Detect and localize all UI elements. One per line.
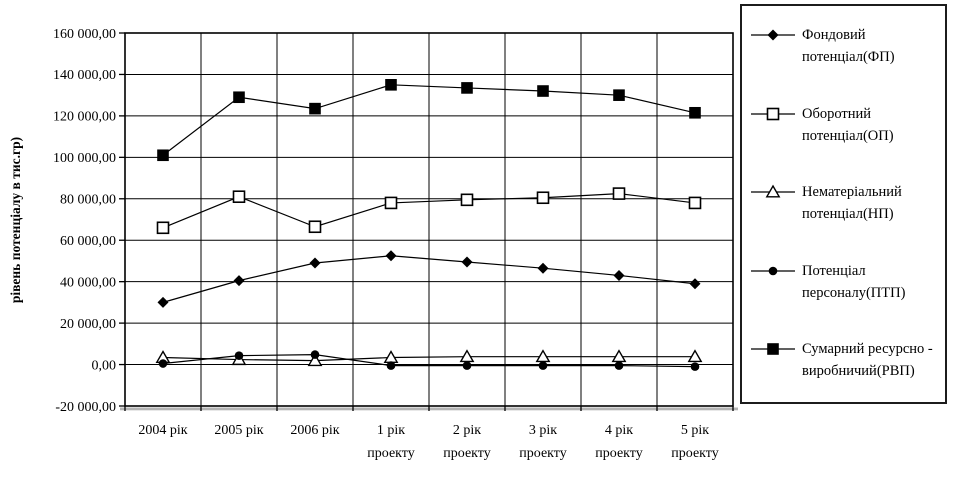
legend-label-line: Нематеріальний xyxy=(802,184,902,200)
series-fp xyxy=(157,250,701,308)
series-rvp xyxy=(157,79,701,162)
legend-entry-fp: Фондовий потенціал(ФП) xyxy=(751,24,895,68)
open-square-marker-icon xyxy=(460,193,474,207)
legend-marker-diamond-filled-icon xyxy=(751,29,795,41)
series-rvp-line xyxy=(162,84,696,156)
filled-square-marker-icon xyxy=(233,91,245,104)
circle-marker-icon xyxy=(386,361,396,370)
legend-marker-square-open-icon xyxy=(751,107,795,120)
legend-marker-triangle-open-icon xyxy=(751,184,795,198)
open-square-marker-icon xyxy=(308,220,322,234)
legend-label-line: Сумарний ресурсно - xyxy=(802,341,933,357)
x-tick-label: 5 рік xyxy=(681,423,709,438)
legend-label-line: виробничий(РВП) xyxy=(802,363,915,379)
filled-square-marker-icon xyxy=(461,82,473,94)
x-tick-label: 2 рік xyxy=(453,423,481,438)
open-square-marker-icon xyxy=(232,190,246,204)
legend-label: Потенціал персоналу(ПТП) xyxy=(802,260,905,304)
diamond-marker-icon xyxy=(767,29,779,41)
open-triangle-marker-icon xyxy=(307,353,323,367)
circle-marker-icon xyxy=(310,350,320,359)
legend-label-line: Потенціал xyxy=(802,262,866,279)
open-square-marker-icon xyxy=(688,196,702,210)
x-tick-label: 4 рік xyxy=(605,423,633,438)
x-tick-label: 2006 рік xyxy=(290,423,339,438)
x-tick-label: проекту xyxy=(671,446,718,461)
circle-marker-icon xyxy=(158,359,168,368)
legend-label-line: Фондовий xyxy=(802,27,866,43)
circle-marker-icon xyxy=(462,361,472,370)
y-tick-label: 40 000,00 xyxy=(60,275,116,290)
diamond-marker-icon xyxy=(157,296,169,308)
series-op xyxy=(156,187,702,235)
circle-marker-icon xyxy=(234,351,244,360)
legend-entry-ptp: Потенціал персоналу(ПТП) xyxy=(751,260,905,304)
x-tick-label: проекту xyxy=(519,446,566,461)
diamond-marker-icon xyxy=(385,250,397,262)
y-tick-label: 160 000,00 xyxy=(53,27,116,42)
circle-marker-icon xyxy=(690,362,700,371)
filled-square-marker-icon xyxy=(689,106,701,119)
legend-label: Сумарний ресурсно - виробничий(РВП) xyxy=(802,338,933,382)
series-np-line xyxy=(162,356,695,362)
legend-label-line: потенціал(ФП) xyxy=(802,49,895,65)
y-tick-label: 80 000,00 xyxy=(60,193,116,208)
diamond-marker-icon xyxy=(461,256,473,268)
y-tick-label: 140 000,00 xyxy=(53,68,116,83)
filled-square-marker-icon xyxy=(613,89,625,101)
legend-label: Фондовий потенціал(ФП) xyxy=(802,24,895,68)
legend-marker-circle-filled-icon xyxy=(751,266,795,275)
legend-label-line: потенціал(ОП) xyxy=(802,127,894,144)
x-tick-label: 2005 рік xyxy=(214,423,263,438)
x-tick-label: проекту xyxy=(367,446,414,461)
legend-label: Нематеріальний потенціал(НП) xyxy=(802,181,902,225)
y-tick-label: 100 000,00 xyxy=(53,151,116,166)
y-tick-label: -20 000,00 xyxy=(55,400,116,415)
open-square-marker-icon xyxy=(156,221,170,235)
x-tick-label: 3 рік xyxy=(529,423,557,438)
open-square-marker-icon xyxy=(536,191,550,205)
y-tick-label: 0,00 xyxy=(92,358,117,373)
diamond-marker-icon xyxy=(613,269,625,281)
x-tick-label: проекту xyxy=(595,446,642,461)
legend-entry-rvp: Сумарний ресурсно - виробничий(РВП) xyxy=(751,338,933,382)
filled-square-marker-icon xyxy=(537,85,549,97)
diamond-marker-icon xyxy=(689,278,701,290)
open-square-marker-icon xyxy=(612,187,626,200)
diamond-marker-icon xyxy=(233,275,245,287)
open-square-marker-icon xyxy=(384,196,398,210)
circle-marker-icon xyxy=(768,266,778,275)
x-tick-label: 2004 рік xyxy=(138,423,187,438)
series-op-line xyxy=(162,192,696,229)
legend-label-line: потенціал(НП) xyxy=(802,206,894,222)
series-fp-line xyxy=(162,255,696,303)
diamond-marker-icon xyxy=(309,257,321,269)
x-tick-label: проекту xyxy=(443,446,490,461)
legend-marker-square-filled-icon xyxy=(751,343,795,355)
legend-label-line: Оборотний xyxy=(802,105,872,122)
open-square-marker-icon xyxy=(766,107,780,120)
legend: Фондовий потенціал(ФП) Оборотний потенціал(… xyxy=(740,4,947,404)
legend-label: Оборотний потенціал(ОП) xyxy=(802,103,894,147)
open-triangle-marker-icon xyxy=(765,184,781,198)
series-ptp-line xyxy=(162,354,696,368)
filled-square-marker-icon xyxy=(385,79,397,91)
x-tick-label: 1 рік xyxy=(377,423,405,438)
y-tick-label: 120 000,00 xyxy=(53,110,116,125)
open-triangle-marker-icon xyxy=(687,349,703,363)
series-ptp xyxy=(158,350,700,371)
legend-label-line: персоналу(ПТП) xyxy=(802,284,906,301)
legend-entry-op: Оборотний потенціал(ОП) xyxy=(751,103,894,147)
diamond-marker-icon xyxy=(537,262,549,274)
circle-marker-icon xyxy=(614,361,624,370)
filled-square-marker-icon xyxy=(309,102,321,115)
y-tick-label: 60 000,00 xyxy=(60,234,116,249)
legend-entry-np: Нематеріальний потенціал(НП) xyxy=(751,181,902,225)
filled-square-marker-icon xyxy=(157,149,169,162)
filled-square-marker-icon xyxy=(767,343,779,355)
y-tick-label: 20 000,00 xyxy=(60,317,116,332)
circle-marker-icon xyxy=(538,361,548,370)
